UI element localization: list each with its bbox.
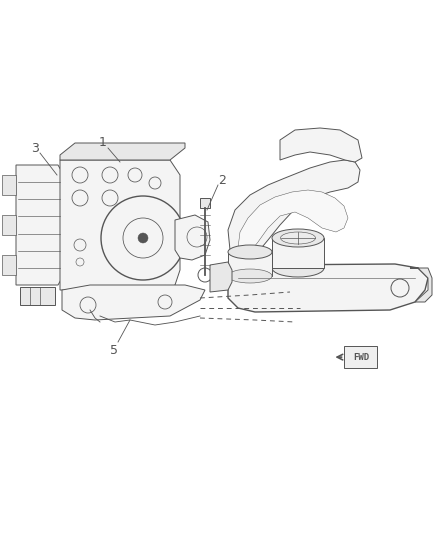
Polygon shape <box>60 160 180 295</box>
Text: FWD: FWD <box>353 353 369 361</box>
Polygon shape <box>228 264 428 312</box>
Ellipse shape <box>228 245 272 259</box>
Polygon shape <box>60 143 185 160</box>
FancyBboxPatch shape <box>2 255 16 275</box>
FancyBboxPatch shape <box>344 346 377 368</box>
Polygon shape <box>410 268 432 302</box>
Ellipse shape <box>272 259 324 277</box>
Text: 5: 5 <box>110 343 118 357</box>
Ellipse shape <box>280 232 315 244</box>
Polygon shape <box>238 190 348 252</box>
Polygon shape <box>175 215 210 260</box>
FancyBboxPatch shape <box>2 215 16 235</box>
FancyBboxPatch shape <box>272 238 324 268</box>
FancyBboxPatch shape <box>2 175 16 195</box>
FancyBboxPatch shape <box>228 252 272 276</box>
Text: 1: 1 <box>99 135 107 149</box>
Polygon shape <box>16 165 62 285</box>
Ellipse shape <box>228 269 272 283</box>
FancyBboxPatch shape <box>20 287 55 305</box>
Polygon shape <box>210 262 232 292</box>
Text: 2: 2 <box>218 174 226 187</box>
Polygon shape <box>228 160 360 258</box>
Ellipse shape <box>272 229 324 247</box>
Circle shape <box>138 233 148 243</box>
Text: 3: 3 <box>31 141 39 155</box>
Polygon shape <box>280 128 362 162</box>
FancyBboxPatch shape <box>200 198 210 208</box>
Polygon shape <box>62 285 205 320</box>
